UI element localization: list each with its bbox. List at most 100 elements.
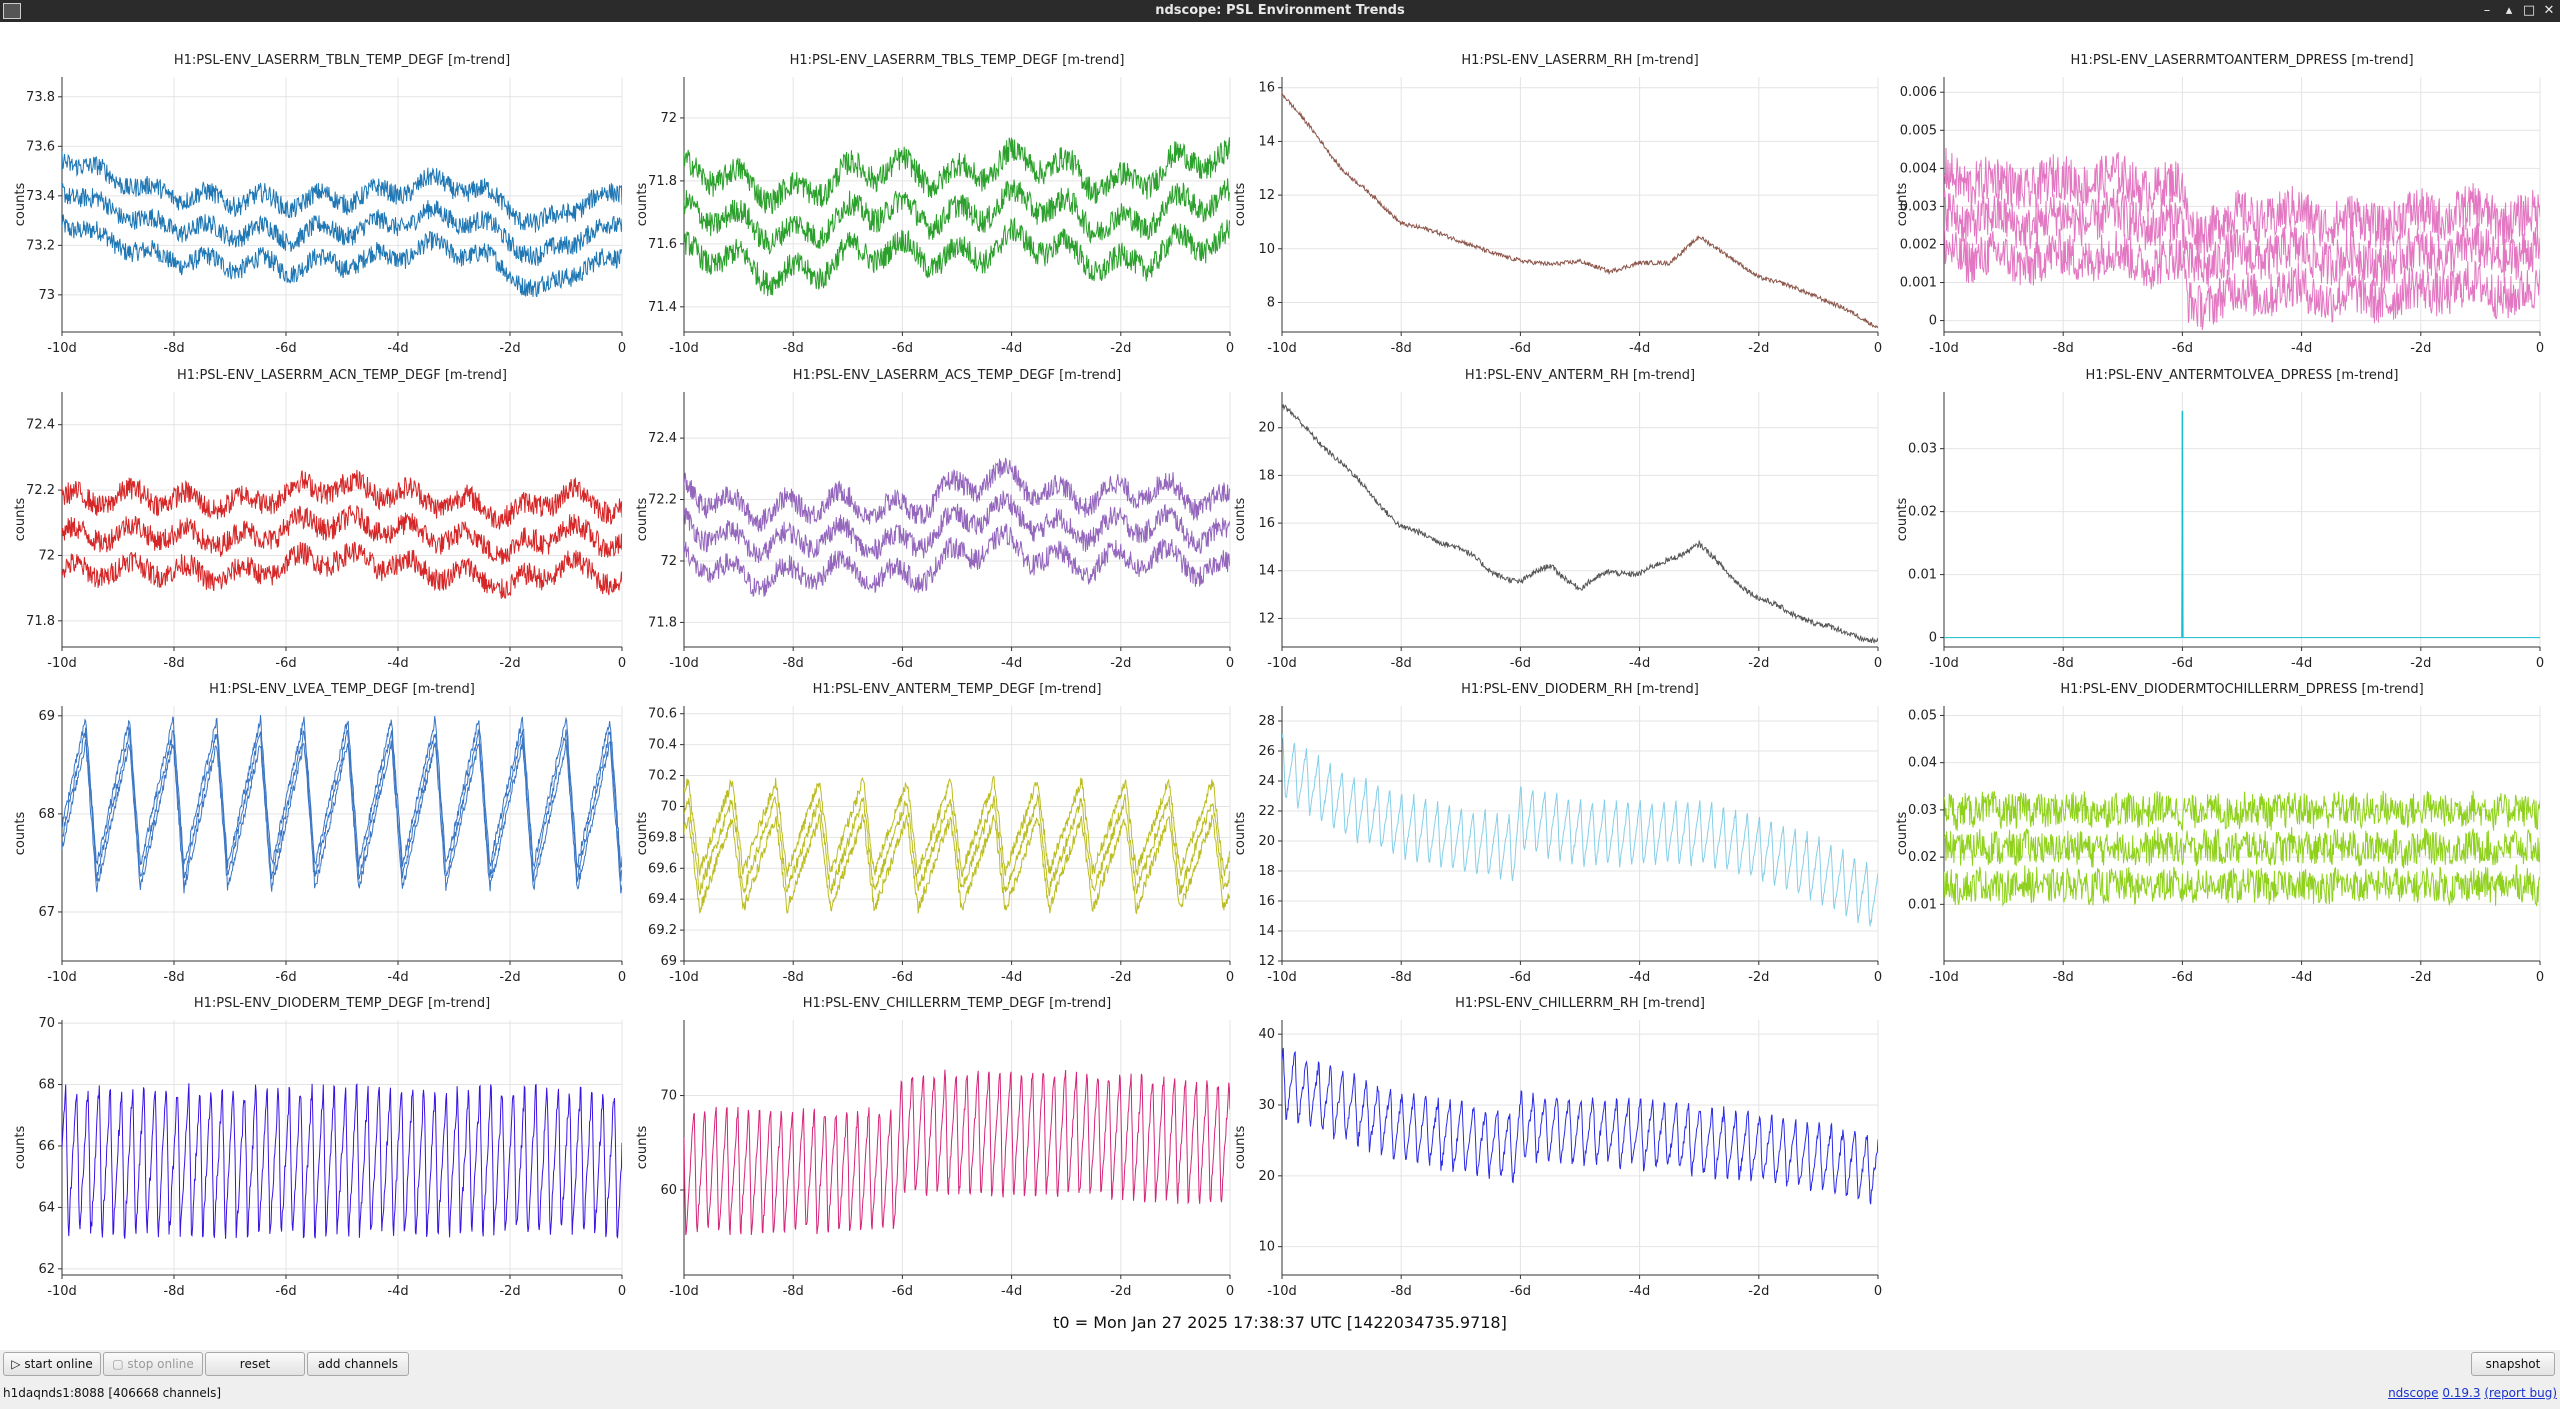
x-tick-label: -8d xyxy=(1391,341,1412,356)
x-tick-label: -2d xyxy=(1748,656,1769,671)
x-tick-label: 0 xyxy=(1874,341,1882,356)
x-tick-label: 0 xyxy=(1226,970,1234,985)
report-bug-link[interactable]: (report bug) xyxy=(2484,1386,2557,1400)
x-tick-label: -2d xyxy=(1110,970,1131,985)
series-line xyxy=(684,137,1230,215)
y-tick-label: 70.4 xyxy=(648,738,677,753)
y-tick-label: 69 xyxy=(38,709,55,724)
button-bar: ▷ start online ▢ stop online reset add c… xyxy=(0,1350,2560,1378)
plot-panel[interactable]: H1:PSL-ENV_DIODERM_RH [m-trend] -10d -8d -6… xyxy=(1233,682,1882,985)
x-tick-label: -6d xyxy=(2172,970,2193,985)
y-tick-label: 72.2 xyxy=(26,483,55,498)
y-tick-label: 68 xyxy=(38,1078,55,1093)
plot-panel[interactable]: H1:PSL-ENV_ANTERMTOLVEA_DPRESS [m-trend]… xyxy=(1895,368,2544,671)
close-icon[interactable]: ✕ xyxy=(2543,3,2555,18)
x-tick-label: -4d xyxy=(387,341,408,356)
x-tick-label: 0 xyxy=(1874,656,1882,671)
x-tick-label: -2d xyxy=(2410,970,2431,985)
plot-panel[interactable]: H1:PSL-ENV_LASERRM_TBLN_TEMP_DEGF [m-tre… xyxy=(13,53,626,356)
plot-title: H1:PSL-ENV_DIODERM_TEMP_DEGF [m-trend] xyxy=(194,996,490,1011)
y-tick-label: 67 xyxy=(38,905,55,920)
plot-panel[interactable]: H1:PSL-ENV_LASERRM_ACS_TEMP_DEGF [m-tren… xyxy=(635,368,1234,671)
y-axis-label: counts xyxy=(1233,498,1248,542)
ndscope-link[interactable]: ndscope xyxy=(2388,1386,2439,1400)
y-tick-label: 22 xyxy=(1258,804,1275,819)
y-tick-label: 26 xyxy=(1258,744,1275,759)
y-tick-label: 72.4 xyxy=(26,418,55,433)
y-tick-label: 8 xyxy=(1267,295,1275,310)
stop-icon: ▢ xyxy=(112,1357,128,1371)
y-axis-label: counts xyxy=(1233,812,1248,856)
plot-panel[interactable]: H1:PSL-ENV_DIODERMTOCHILLERRM_DPRESS [m-… xyxy=(1895,682,2544,985)
plot-panel[interactable]: H1:PSL-ENV_CHILLERRM_TEMP_DEGF [m-trend]… xyxy=(635,996,1234,1299)
x-tick-label: -4d xyxy=(1001,341,1022,356)
x-tick-label: 0 xyxy=(2536,970,2544,985)
x-tick-label: -4d xyxy=(1001,970,1022,985)
plot-panel[interactable]: H1:PSL-ENV_LASERRM_TBLS_TEMP_DEGF [m-tre… xyxy=(635,53,1234,356)
y-axis-label: counts xyxy=(13,183,28,227)
x-tick-label: -10d xyxy=(1929,970,1959,985)
add-channels-button[interactable]: add channels xyxy=(307,1352,409,1376)
minimize-icon[interactable]: – xyxy=(2483,3,2491,18)
plot-grid-lines xyxy=(61,1020,623,1275)
y-tick-label: 60 xyxy=(660,1183,677,1198)
series-line xyxy=(684,490,1230,564)
y-tick-label: 0.004 xyxy=(1900,161,1937,176)
x-tick-label: -10d xyxy=(1929,656,1959,671)
plot-grid-lines xyxy=(683,1020,1231,1275)
plot-panel[interactable]: H1:PSL-ENV_LASERRM_ACN_TEMP_DEGF [m-tren… xyxy=(13,368,626,671)
y-axis-label: counts xyxy=(635,1126,650,1170)
x-tick-label: -10d xyxy=(47,1284,77,1299)
plot-panel[interactable]: H1:PSL-ENV_LVEA_TEMP_DEGF [m-trend] -10d -… xyxy=(13,682,626,985)
stop-online-label: stop online xyxy=(127,1357,194,1371)
x-tick-label: 0 xyxy=(618,656,626,671)
plot-panel[interactable]: H1:PSL-ENV_ANTERM_TEMP_DEGF [m-trend] -10… xyxy=(635,682,1234,985)
y-tick-label: 0.006 xyxy=(1900,85,1937,100)
series-line xyxy=(684,1069,1230,1236)
y-tick-label: 70.2 xyxy=(648,769,677,784)
y-tick-label: 62 xyxy=(38,1262,55,1277)
play-icon: ▷ xyxy=(11,1357,25,1371)
y-axis-label: counts xyxy=(635,812,650,856)
plots-canvas[interactable]: H1:PSL-ENV_LASERRM_TBLN_TEMP_DEGF [m-tre… xyxy=(0,22,2560,1312)
x-tick-label: -8d xyxy=(783,1284,804,1299)
series-line xyxy=(62,714,622,869)
maximize-icon[interactable]: □ xyxy=(2522,3,2536,18)
plot-panel[interactable]: H1:PSL-ENV_CHILLERRM_RH [m-trend] -10d -8d… xyxy=(1233,996,1882,1299)
x-tick-label: -10d xyxy=(1929,341,1959,356)
series-line xyxy=(1944,826,2540,869)
t0-label: t0 = Mon Jan 27 2025 17:38:37 UTC [14220… xyxy=(1053,1313,1507,1332)
plot-panel[interactable]: H1:PSL-ENV_ANTERM_RH [m-trend] -10d -8d -6d… xyxy=(1233,368,1882,671)
x-tick-label: -6d xyxy=(892,341,913,356)
plot-grid[interactable]: H1:PSL-ENV_LASERRM_TBLN_TEMP_DEGF [m-tre… xyxy=(0,22,2560,1312)
app-icon xyxy=(3,3,21,19)
series-line xyxy=(62,151,622,233)
snapshot-button[interactable]: snapshot xyxy=(2471,1352,2555,1376)
series-line xyxy=(1282,404,1878,644)
x-tick-label: -6d xyxy=(275,1284,296,1299)
x-tick-label: 0 xyxy=(1874,970,1882,985)
plot-grid-lines xyxy=(1281,1020,1879,1275)
y-tick-label: 71.8 xyxy=(26,614,55,629)
y-tick-label: 69.8 xyxy=(648,830,677,845)
version-link[interactable]: 0.19.3 xyxy=(2442,1386,2481,1400)
x-tick-label: 0 xyxy=(1874,1284,1882,1299)
y-tick-label: 73.2 xyxy=(26,238,55,253)
plot-panel[interactable]: H1:PSL-ENV_LASERRM_RH [m-trend] -10d -8d -6… xyxy=(1233,53,1882,356)
plot-grid-lines xyxy=(1281,77,1879,332)
start-online-button[interactable]: ▷ start online xyxy=(3,1352,101,1376)
reset-button[interactable]: reset xyxy=(205,1352,305,1376)
plot-panel[interactable]: H1:PSL-ENV_DIODERM_TEMP_DEGF [m-trend] -1… xyxy=(13,996,626,1299)
y-tick-label: 0.01 xyxy=(1908,897,1937,912)
y-tick-label: 73 xyxy=(38,288,55,303)
x-tick-label: -8d xyxy=(163,341,184,356)
x-tick-label: 0 xyxy=(2536,656,2544,671)
y-tick-label: 16 xyxy=(1258,81,1275,96)
plot-panel[interactable]: H1:PSL-ENV_LASERRMTOANTERM_DPRESS [m-tre… xyxy=(1895,53,2544,356)
x-tick-label: -10d xyxy=(1267,970,1297,985)
x-tick-label: -10d xyxy=(669,656,699,671)
shade-icon[interactable]: ▴ xyxy=(2505,3,2513,18)
y-tick-label: 0.003 xyxy=(1900,199,1937,214)
x-tick-label: -2d xyxy=(1110,656,1131,671)
plot-title: H1:PSL-ENV_DIODERM_RH [m-trend] xyxy=(1461,682,1699,697)
